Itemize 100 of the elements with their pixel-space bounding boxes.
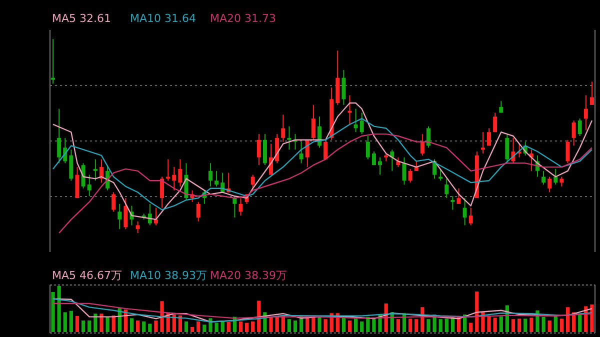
- bar: [348, 320, 352, 332]
- bar: [184, 321, 188, 332]
- bar: [51, 292, 55, 332]
- bar: [590, 304, 594, 332]
- bar: [493, 318, 497, 332]
- bar: [287, 319, 292, 332]
- candlestick: [354, 108, 358, 133]
- candlestick: [154, 207, 158, 226]
- text: MA5 32.61: [52, 12, 112, 25]
- bar: [560, 318, 564, 332]
- candlestick: [287, 126, 292, 150]
- bar: [136, 320, 140, 332]
- bar: [548, 320, 552, 332]
- candlestick: [542, 170, 546, 185]
- bar: [511, 319, 516, 332]
- candlestick: [360, 112, 364, 135]
- bar: [517, 318, 522, 332]
- candlestick: [311, 104, 316, 140]
- bar: [269, 316, 273, 332]
- candlestick: [420, 134, 424, 156]
- bar: [318, 316, 322, 332]
- bar: [154, 320, 158, 332]
- bar: [202, 324, 206, 332]
- candlestick: [281, 114, 286, 142]
- bar: [190, 326, 194, 332]
- bar: [251, 321, 255, 332]
- candlestick: [590, 81, 594, 106]
- bar: [524, 318, 528, 332]
- candlestick: [554, 168, 558, 185]
- text: MA10 38.93万: [130, 269, 207, 282]
- candlestick: [166, 158, 170, 182]
- bar: [554, 316, 558, 332]
- candlestick: [262, 134, 267, 166]
- candlestick: [178, 158, 182, 187]
- bar: [81, 320, 86, 332]
- candlestick: [87, 174, 92, 197]
- candlestick: [136, 220, 140, 234]
- candlestick: [414, 160, 418, 172]
- bar: [220, 321, 224, 332]
- bar: [106, 316, 110, 332]
- bar: [542, 316, 546, 332]
- bar: [578, 314, 582, 332]
- series-label: MA5 46.67万: [52, 269, 122, 282]
- bar: [414, 319, 418, 332]
- bar: [360, 321, 364, 332]
- bar: [238, 321, 243, 332]
- bar: [63, 312, 67, 332]
- bar: [530, 318, 534, 332]
- candlestick: [232, 196, 237, 218]
- candlestick: [578, 118, 582, 136]
- bar: [354, 318, 358, 332]
- candlestick: [256, 134, 261, 166]
- bar: [172, 314, 176, 332]
- bar: [196, 321, 200, 332]
- candlestick: [480, 132, 485, 154]
- candlestick: [250, 174, 255, 189]
- candlestick: [584, 94, 588, 131]
- candlestick: [572, 120, 576, 146]
- bar: [426, 319, 430, 332]
- bar: [226, 322, 230, 332]
- candlestick: [112, 192, 116, 212]
- text: MA10 31.64: [130, 12, 196, 25]
- bar: [293, 320, 298, 332]
- text: MA20 31.73: [210, 12, 276, 25]
- candlestick: [505, 134, 510, 164]
- candlestick: [366, 136, 370, 160]
- bar: [130, 318, 134, 332]
- bar: [57, 286, 61, 332]
- bar: [469, 322, 473, 332]
- candlestick: [426, 126, 430, 148]
- bar: [324, 319, 328, 332]
- bar: [487, 315, 491, 332]
- bar: [408, 318, 412, 332]
- candlestick: [160, 176, 164, 208]
- bar: [69, 310, 74, 332]
- bar: [372, 319, 376, 332]
- candlestick: [456, 188, 461, 204]
- candlestick: [450, 196, 455, 210]
- candlestick: [124, 198, 128, 230]
- candlestick: [118, 203, 122, 230]
- candlestick: [214, 170, 219, 187]
- candlestick: [468, 207, 473, 226]
- candlestick: [299, 141, 304, 164]
- candlestick: [148, 203, 152, 226]
- candlestick: [208, 162, 212, 187]
- candlestick: [462, 198, 467, 226]
- candlestick: [548, 176, 552, 193]
- candlestick: [69, 149, 74, 182]
- text: MA20 38.39万: [210, 269, 287, 282]
- candlestick: [438, 168, 443, 182]
- bar: [75, 316, 80, 332]
- bar: [214, 322, 218, 332]
- candlestick: [493, 112, 498, 133]
- candlestick: [444, 178, 449, 199]
- bar: [566, 307, 570, 332]
- bar: [142, 321, 146, 332]
- bar: [100, 314, 104, 332]
- candlestick: [372, 151, 376, 166]
- candlestick: [408, 168, 412, 184]
- bar: [148, 324, 152, 332]
